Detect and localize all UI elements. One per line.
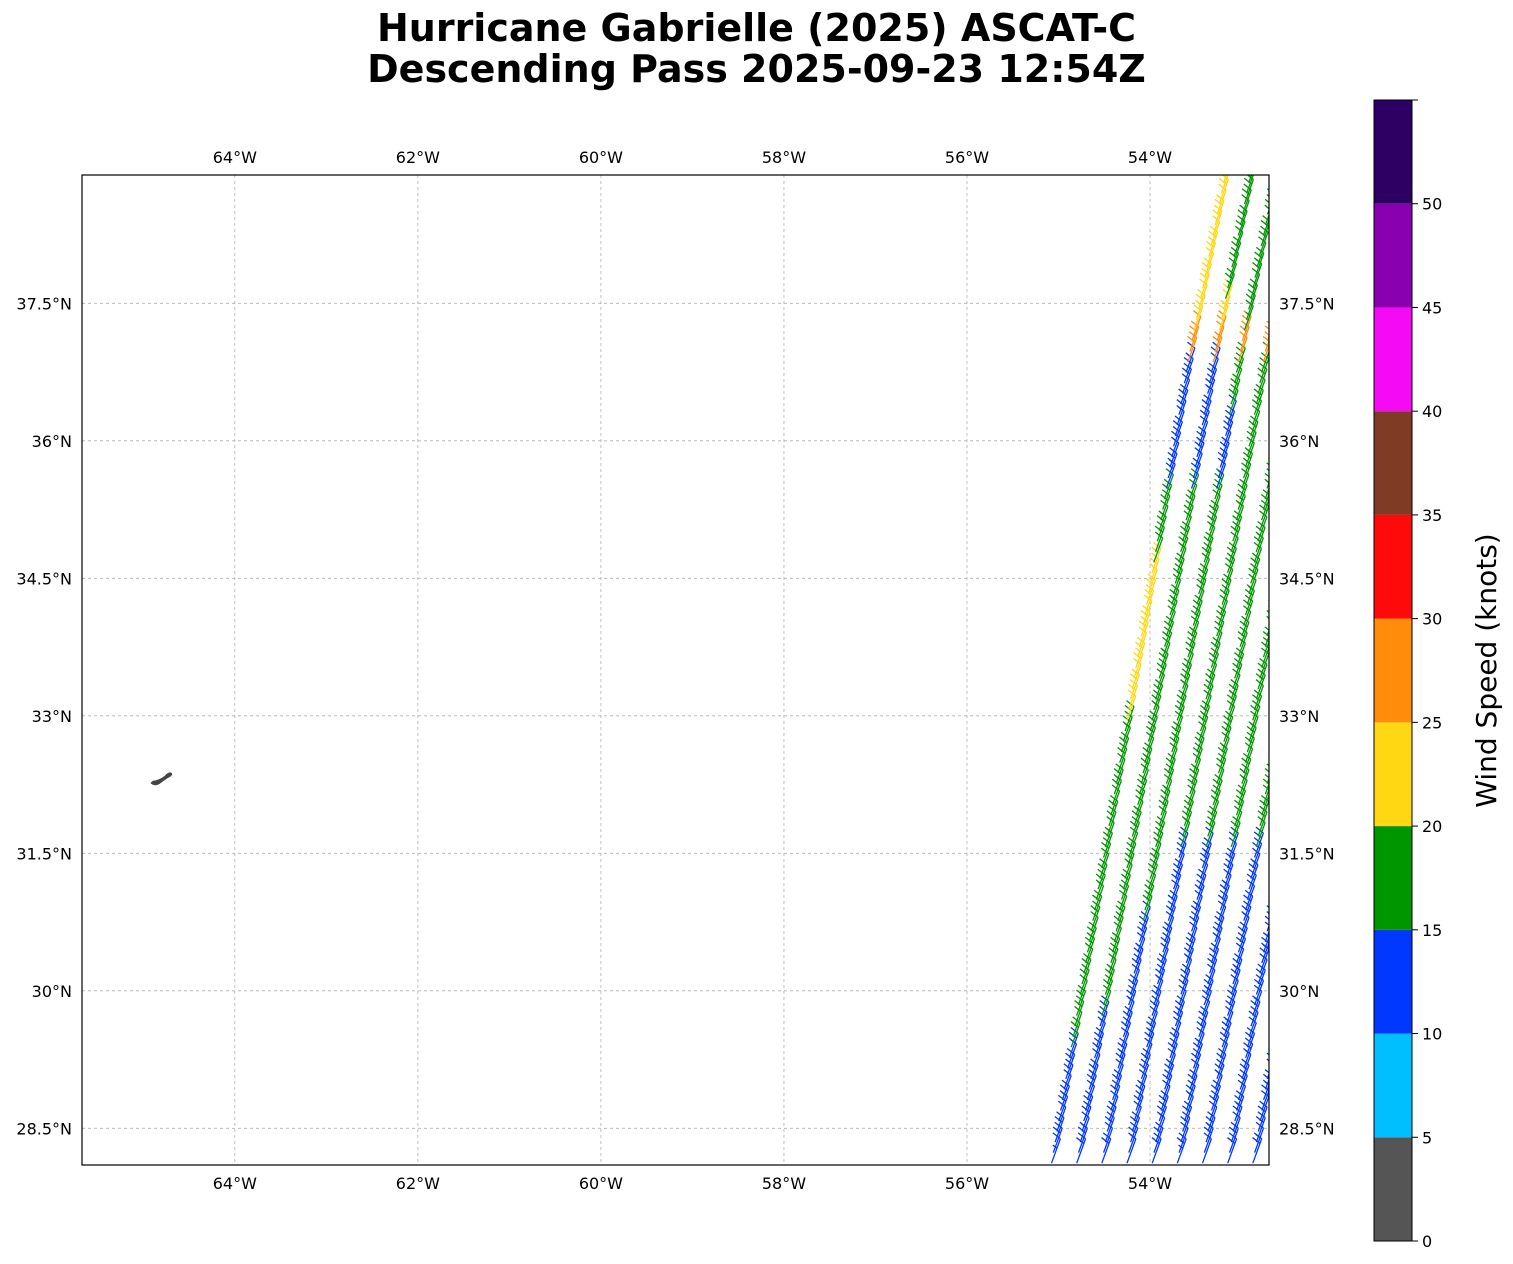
colorbar-tick-label: 50: [1422, 195, 1442, 214]
map-gridlines: [82, 175, 1269, 1165]
lon-tick-label-bottom: 58°W: [762, 1174, 806, 1193]
colorbar-tick-label: 35: [1422, 506, 1442, 525]
lat-tick-label-right: 37.5°N: [1279, 294, 1335, 313]
colorbar-bin: [1374, 722, 1412, 827]
colorbar-bin: [1374, 1033, 1412, 1138]
colorbar-tick-label: 40: [1422, 402, 1442, 421]
map-title-line-1: Hurricane Gabrielle (2025) ASCAT-C: [376, 6, 1137, 50]
lon-tick-label-bottom: 64°W: [213, 1174, 257, 1193]
lon-tick-label-bottom: 60°W: [579, 1174, 623, 1193]
colorbar-bin: [1374, 826, 1412, 930]
lat-tick-label-left: 31.5°N: [16, 844, 72, 863]
lon-tick-label-top: 58°W: [762, 148, 806, 167]
lat-tick-label-right: 36°N: [1279, 432, 1319, 451]
lat-tick-label-right: 28.5°N: [1279, 1119, 1335, 1138]
colorbar-tick-label: 0: [1422, 1232, 1432, 1251]
wind-barb: [1248, 175, 1259, 184]
colorbar-tick-label: 5: [1422, 1128, 1432, 1147]
lon-tick-label-bottom: 62°W: [396, 1174, 440, 1193]
axis-tick-labels: 64°W 64°W 62°W 62°W 60°W 60°W 58°W 58°W 56°W 56°W…: [16, 148, 1334, 1193]
colorbar-tick-label: 25: [1422, 713, 1442, 732]
colorbar-bin: [1374, 100, 1412, 204]
wind-speed-colorbar: 0 5 10 15 20 25 30 35 40 45 50 Wind Speed (knots): [1373, 99, 1503, 1251]
lat-tick-label-left: 33°N: [32, 707, 72, 726]
map-plot-area: [82, 175, 1269, 1165]
lat-tick-label-right: 30°N: [1279, 982, 1319, 1001]
colorbar-bin: [1374, 411, 1412, 515]
lon-tick-label-top: 56°W: [945, 148, 989, 167]
lon-tick-label-top: 54°W: [1128, 148, 1172, 167]
lon-tick-label-bottom: 56°W: [945, 1174, 989, 1193]
map-border: [81, 174, 1270, 1166]
colorbar-tick-label: 45: [1422, 298, 1442, 317]
colorbar-frame: [1373, 99, 1413, 1242]
wind-barb: [1264, 615, 1269, 647]
colorbar-bin: [1374, 618, 1412, 723]
lon-tick-label-top: 64°W: [213, 148, 257, 167]
bermuda-island: [150, 772, 173, 786]
lat-tick-label-left: 37.5°N: [16, 294, 72, 313]
land-layer: [150, 772, 173, 786]
colorbar-label: Wind Speed (knots): [1470, 533, 1503, 807]
lat-tick-label-left: 34.5°N: [16, 569, 72, 588]
lat-tick-label-right: 34.5°N: [1279, 569, 1335, 588]
wind-barb-layer: [1050, 175, 1269, 1164]
map-title-line-2: Descending Pass 2025-09-23 12:54Z: [367, 47, 1146, 91]
colorbar-bin: [1374, 1137, 1412, 1241]
colorbar-bin: [1374, 514, 1412, 619]
lat-tick-label-right: 31.5°N: [1279, 844, 1335, 863]
colorbar-bin: [1374, 307, 1412, 412]
colorbar-bin: [1374, 929, 1412, 1034]
wind-barb: [1264, 1058, 1269, 1090]
colorbar-tick-label: 10: [1422, 1025, 1442, 1044]
colorbar-bin: [1374, 203, 1412, 308]
colorbar-tick-label: 15: [1422, 921, 1442, 940]
colorbar-tick-label: 30: [1422, 610, 1442, 629]
lat-tick-label-right: 33°N: [1279, 707, 1319, 726]
lon-tick-label-top: 60°W: [579, 148, 623, 167]
lon-tick-label-bottom: 54°W: [1128, 1174, 1172, 1193]
wind-barb: [1222, 175, 1234, 184]
lat-tick-label-left: 30°N: [32, 982, 72, 1001]
wind-barb: [1245, 175, 1257, 194]
wind-barb: [1220, 175, 1231, 194]
wind-barb: [1261, 784, 1269, 816]
lat-tick-label-left: 28.5°N: [16, 1119, 72, 1138]
lat-tick-label-left: 36°N: [32, 432, 72, 451]
lon-tick-label-top: 62°W: [396, 148, 440, 167]
colorbar-tick-label: 20: [1422, 817, 1442, 836]
